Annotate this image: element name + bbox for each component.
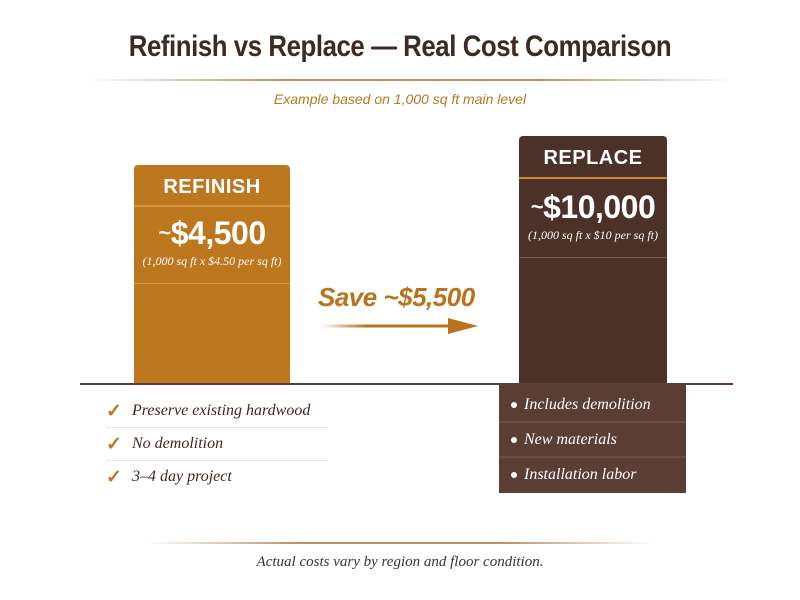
page-title: Refinish vs Replace — Real Cost Comparis… (128, 30, 672, 63)
list-item: Installation labor (499, 458, 686, 491)
bullet-icon (511, 471, 517, 478)
refinish-formula: (1,000 sq ft x $4.50 per sq ft) (142, 254, 282, 268)
replace-includes-list: Includes demolition New materials Instal… (499, 385, 686, 493)
refinish-divider (134, 205, 290, 207)
list-item-text: Preserve existing hardwood (132, 402, 311, 419)
replace-divider-lower (519, 257, 667, 258)
list-item: Includes demolition (499, 385, 686, 423)
savings-label: Save ~$5,500 (318, 282, 475, 312)
list-item-text: 3–4 day project (132, 468, 232, 485)
approx-symbol: ~ (158, 220, 171, 245)
list-item-text: Installation labor (524, 465, 637, 483)
footer-divider (145, 542, 655, 544)
list-item-text: No demolition (132, 435, 224, 452)
check-icon: ✓ (106, 466, 122, 488)
refinish-divider-lower (134, 283, 290, 284)
refinish-label: REFINISH (163, 176, 261, 198)
replace-amount: ~$10,000 (519, 189, 667, 226)
list-item: New materials (499, 423, 686, 458)
list-item-text: New materials (524, 430, 617, 448)
replace-bar: REPLACE ~$10,000 (1,000 sq ft x $10 per … (519, 136, 667, 384)
replace-divider (519, 177, 667, 179)
check-icon: ✓ (106, 433, 122, 455)
title-divider (85, 79, 735, 81)
arrow-right-icon (320, 318, 478, 334)
baseline (80, 383, 733, 385)
footnote: Actual costs vary by region and floor co… (256, 554, 544, 570)
bullet-icon (511, 436, 517, 443)
list-item: ✓ 3–4 day project (106, 461, 328, 493)
replace-formula: (1,000 sq ft x $10 per sq ft) (528, 228, 658, 242)
bullet-icon (511, 401, 517, 408)
list-item: ✓ Preserve existing hardwood (106, 395, 328, 428)
approx-symbol: ~ (530, 194, 544, 219)
refinish-amount-value: $4,500 (170, 215, 266, 251)
replace-label: REPLACE (543, 147, 643, 169)
refinish-amount: ~$4,500 (134, 215, 290, 252)
replace-amount-value: $10,000 (543, 189, 656, 225)
refinish-benefits-list: ✓ Preserve existing hardwood ✓ No demoli… (106, 395, 328, 493)
refinish-bar: REFINISH ~$4,500 (1,000 sq ft x $4.50 pe… (134, 165, 290, 384)
subtitle: Example based on 1,000 sq ft main level (273, 91, 527, 107)
check-icon: ✓ (106, 400, 122, 422)
list-item-text: Includes demolition (524, 395, 651, 413)
list-item: ✓ No demolition (106, 428, 328, 461)
